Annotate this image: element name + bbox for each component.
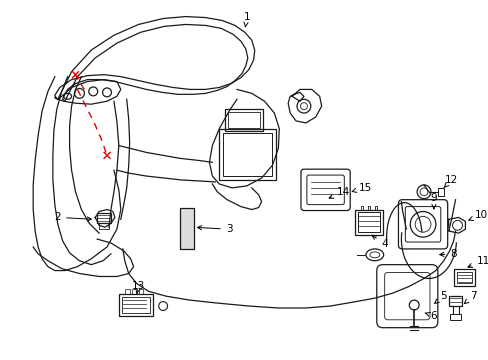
Text: 3: 3	[197, 224, 232, 234]
Bar	[180, 208, 193, 249]
Bar	[448, 296, 462, 306]
Bar	[228, 112, 259, 128]
Text: 12: 12	[443, 175, 457, 188]
Bar	[437, 188, 443, 196]
Bar	[223, 133, 272, 176]
Bar	[453, 269, 474, 286]
Bar	[357, 212, 379, 232]
Bar	[456, 271, 471, 283]
Text: 7: 7	[464, 291, 476, 303]
Bar	[219, 129, 276, 180]
Text: 6: 6	[424, 311, 436, 321]
Text: 11: 11	[467, 256, 488, 267]
Bar	[224, 109, 262, 131]
Bar	[97, 213, 111, 223]
Text: 9: 9	[430, 193, 436, 209]
Text: 5: 5	[434, 291, 446, 303]
Text: 1: 1	[243, 12, 250, 27]
Bar	[119, 294, 153, 316]
Bar	[354, 210, 382, 235]
Bar	[122, 297, 150, 313]
Bar	[449, 314, 461, 320]
Text: 4: 4	[371, 235, 387, 249]
Text: 8: 8	[439, 249, 456, 259]
Text: 2: 2	[54, 212, 91, 222]
Text: 13: 13	[132, 281, 145, 294]
Text: 14: 14	[328, 187, 349, 198]
Text: 10: 10	[468, 211, 487, 220]
Bar	[99, 223, 109, 229]
Text: 15: 15	[351, 183, 371, 193]
